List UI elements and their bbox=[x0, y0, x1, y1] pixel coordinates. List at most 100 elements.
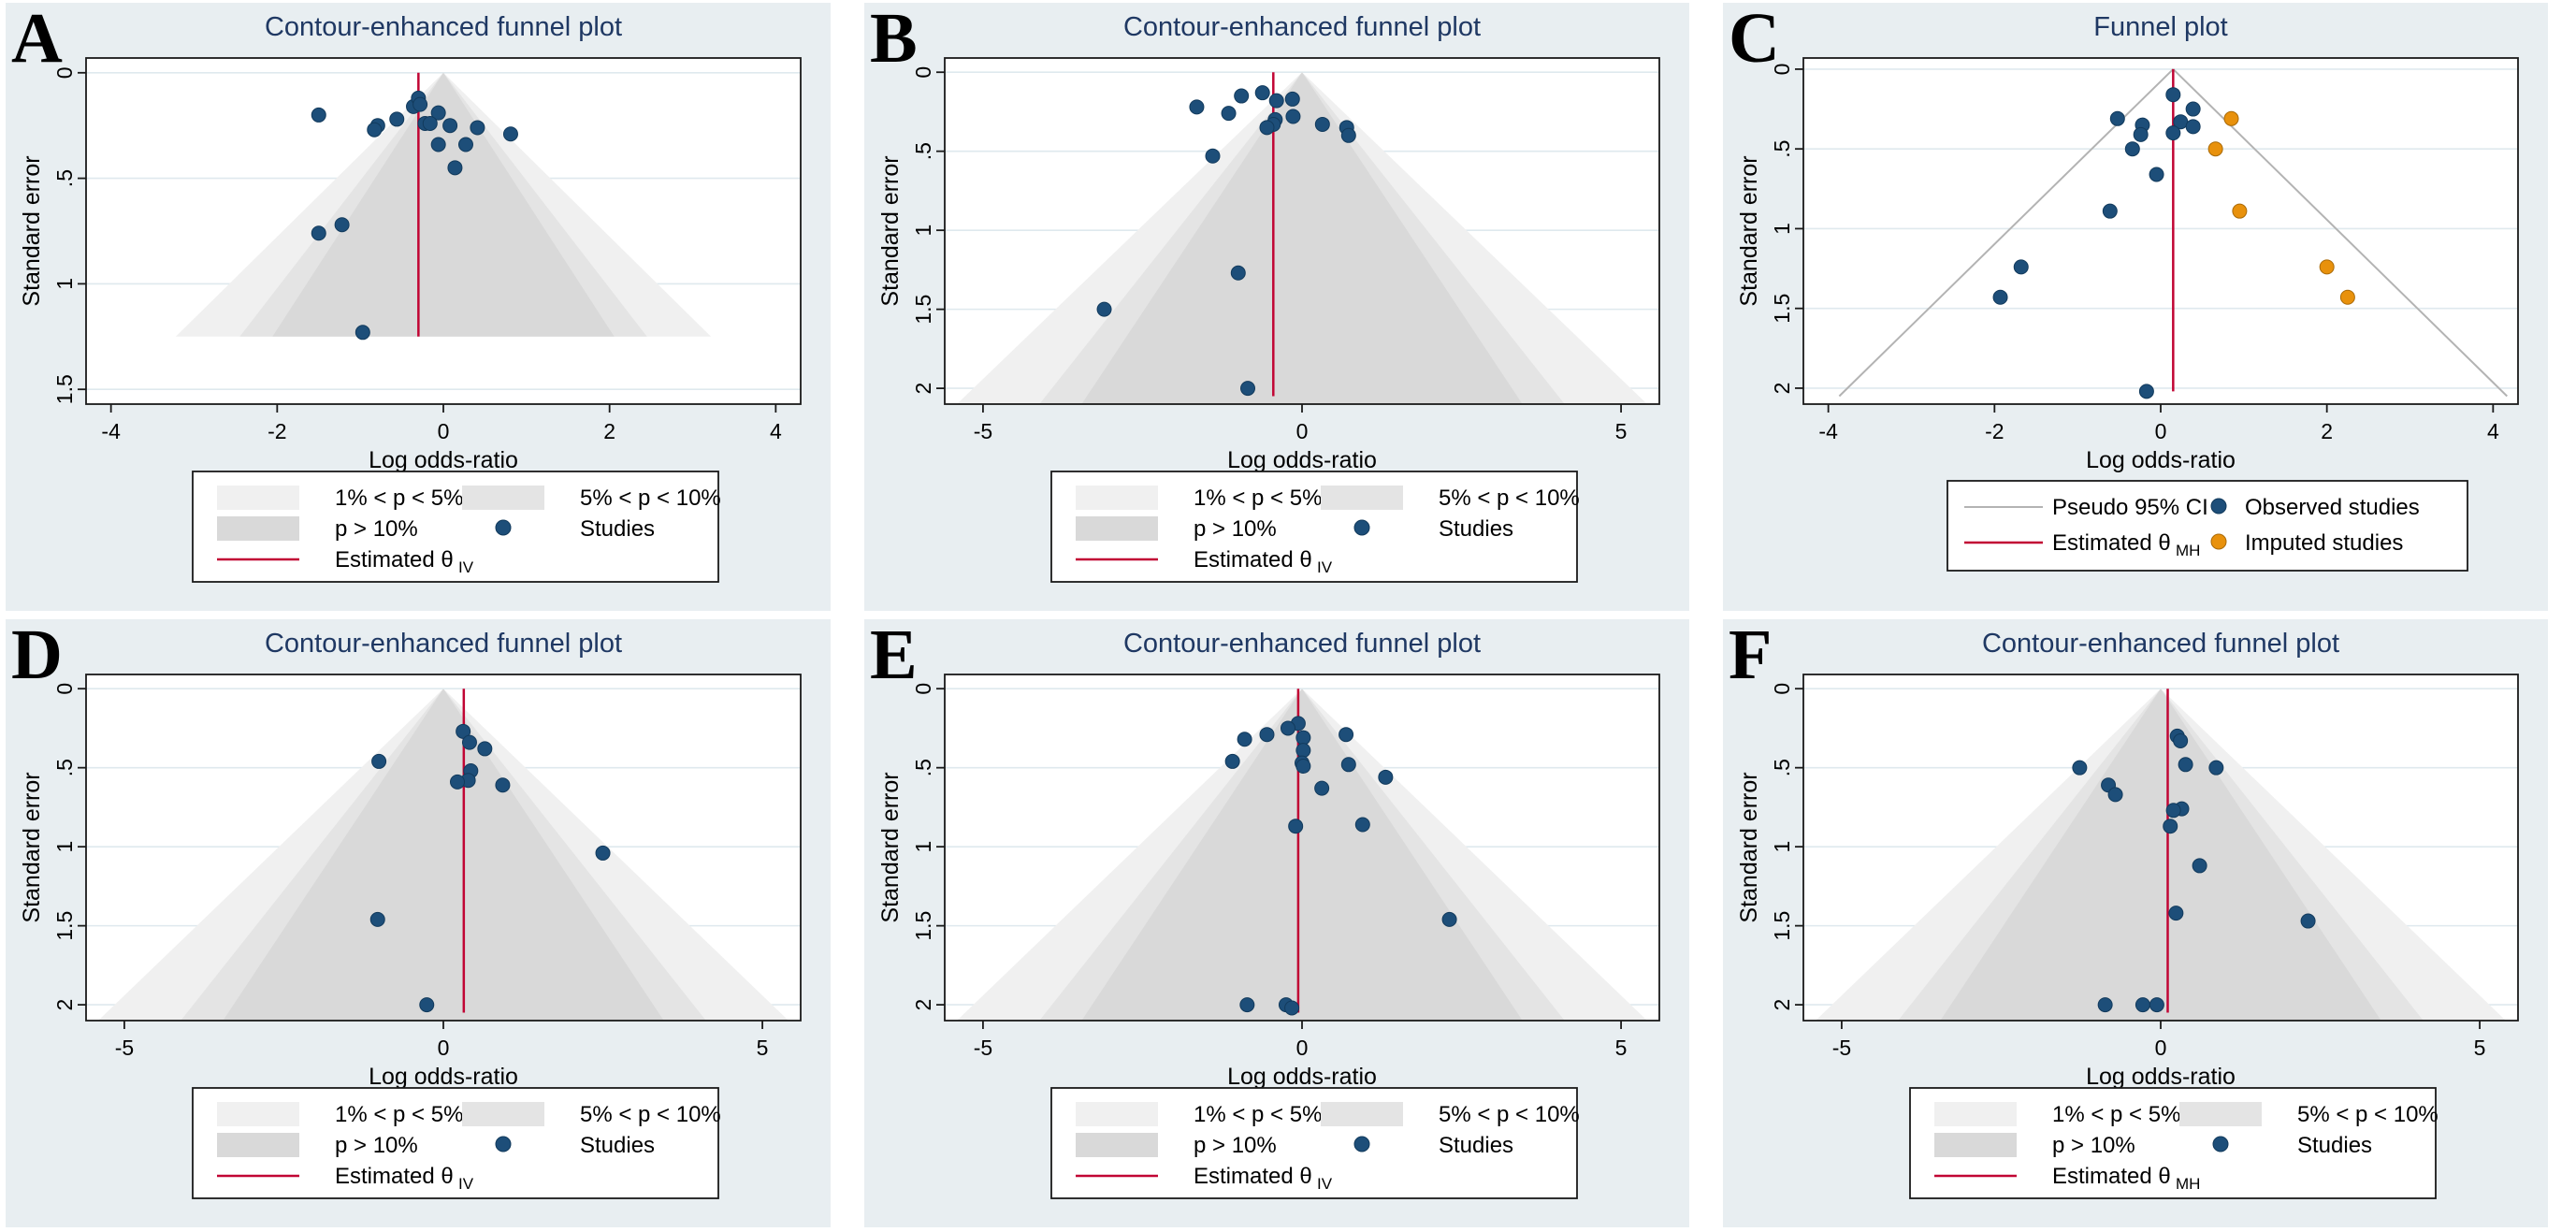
study-point bbox=[447, 160, 463, 176]
panel-e: -5 0 5 0 .5 1 1.5 2 Log odds-ratio Standard error… bbox=[859, 616, 1717, 1232]
study-point bbox=[1284, 1000, 1300, 1016]
funnel-plot-svg-f: -5 0 5 0 .5 1 1.5 2 Log odds-ratio Standard error… bbox=[1723, 616, 2548, 1227]
study-point bbox=[2168, 906, 2184, 921]
study-point bbox=[2178, 757, 2193, 773]
study-point bbox=[2133, 126, 2149, 142]
study-point bbox=[1230, 265, 1246, 281]
legend-study-dot-icon bbox=[1353, 519, 1370, 536]
study-point bbox=[2149, 167, 2164, 182]
study-point bbox=[450, 774, 466, 790]
x-tick-label: 5 bbox=[1615, 419, 1628, 443]
x-axis-title: Log odds-ratio bbox=[369, 447, 518, 473]
legend-label: Estimated θ bbox=[1194, 547, 1312, 573]
contour-region-p-gt-10pct bbox=[1081, 72, 1523, 404]
legend-study-dot-icon bbox=[1353, 1136, 1370, 1152]
y-tick-label: 1 bbox=[911, 225, 935, 237]
funnel-plot-svg-e: -5 0 5 0 .5 1 1.5 2 Log odds-ratio Standard error… bbox=[864, 616, 1689, 1227]
study-point bbox=[2165, 125, 2181, 141]
study-point bbox=[495, 777, 511, 793]
legend-study-dot-icon bbox=[2210, 498, 2227, 515]
study-point bbox=[2138, 384, 2154, 399]
imputed-study-point bbox=[2319, 259, 2335, 275]
legend-label: Estimated θ bbox=[335, 547, 454, 573]
x-tick-label: -2 bbox=[268, 419, 286, 443]
y-tick-label: 0 bbox=[911, 66, 935, 79]
panel-title: Contour-enhanced funnel plot bbox=[265, 12, 622, 42]
funnel-plot-svg-c: -4 -2 0 2 4 0 .5 1 1.5 2 Log odds-ratio Standard er… bbox=[1723, 0, 2548, 611]
study-point bbox=[412, 96, 428, 112]
x-tick-label: -4 bbox=[101, 419, 121, 443]
study-point bbox=[389, 111, 405, 127]
legend-label: Studies bbox=[580, 1133, 655, 1158]
study-point bbox=[1280, 720, 1295, 736]
x-tick-label: -2 bbox=[1985, 419, 2004, 443]
legend-study-dot-icon bbox=[495, 519, 512, 536]
study-point bbox=[369, 911, 385, 927]
study-point bbox=[355, 325, 370, 341]
legend-label-subscript: MH bbox=[2176, 1175, 2200, 1193]
x-tick-label: 2 bbox=[603, 419, 615, 443]
x-axis-title: Log odds-ratio bbox=[1227, 447, 1377, 473]
y-tick-label: 0 bbox=[1770, 64, 1794, 76]
study-point bbox=[2208, 760, 2224, 775]
plot-region bbox=[1803, 58, 2518, 404]
study-point bbox=[2013, 259, 2029, 275]
funnel-plot-svg-d: -5 0 5 0 .5 1 1.5 2 Log odds-ratio Standard error… bbox=[6, 616, 831, 1227]
y-tick-label: .5 bbox=[1770, 140, 1794, 158]
y-tick-label: 0 bbox=[1770, 683, 1794, 695]
legend-box bbox=[1946, 480, 2468, 572]
study-point bbox=[1314, 116, 1330, 132]
legend-swatch-contour-mid bbox=[462, 486, 544, 510]
legend-label: p > 10% bbox=[1194, 1133, 1277, 1158]
legend-label: Estimated θ bbox=[2052, 1164, 2171, 1189]
contour-region-p-gt-10pct bbox=[272, 72, 615, 337]
legend-swatch-contour-light bbox=[217, 486, 299, 510]
legend-swatch-contour-mid bbox=[462, 1102, 544, 1126]
imputed-study-point bbox=[2207, 141, 2223, 157]
y-tick-label: 1.5 bbox=[911, 295, 935, 325]
x-axis-title: Log odds-ratio bbox=[2086, 447, 2236, 473]
study-point bbox=[2173, 732, 2189, 748]
study-point bbox=[1224, 753, 1240, 769]
contour-region-p-gt-10pct bbox=[1081, 688, 1523, 1021]
study-point bbox=[2072, 760, 2088, 775]
x-tick-label: 5 bbox=[1615, 1036, 1628, 1060]
legend-label: Studies bbox=[580, 516, 655, 542]
panel-letter: A bbox=[11, 0, 63, 78]
study-point bbox=[2163, 819, 2178, 834]
y-tick-label: 1 bbox=[52, 841, 77, 853]
y-axis-title: Standard error bbox=[877, 772, 904, 922]
study-point bbox=[477, 741, 493, 757]
study-point bbox=[2165, 803, 2181, 819]
study-point bbox=[430, 137, 446, 152]
x-tick-label: -5 bbox=[974, 419, 992, 443]
legend-label: 1% < p < 5% bbox=[335, 1102, 463, 1127]
legend-label: Imputed studies bbox=[2245, 530, 2403, 556]
panel-b: -5 0 5 0 .5 1 1.5 2 Log odds-ratio Standard error… bbox=[859, 0, 1717, 616]
study-point bbox=[1259, 727, 1275, 743]
y-tick-label: .5 bbox=[911, 142, 935, 160]
study-point bbox=[2149, 997, 2164, 1013]
x-tick-label: 0 bbox=[2155, 1036, 2167, 1060]
y-tick-label: 2 bbox=[911, 383, 935, 395]
study-point bbox=[334, 217, 350, 233]
y-tick-label: 1 bbox=[911, 841, 935, 853]
legend-swatch-contour-light bbox=[1934, 1102, 2017, 1126]
legend-label: Studies bbox=[1439, 1133, 1513, 1158]
panel-letter: C bbox=[1729, 0, 1780, 78]
legend-label: 1% < p < 5% bbox=[1194, 486, 1322, 511]
legend-swatch-contour-light bbox=[1076, 486, 1158, 510]
x-tick-label: 5 bbox=[2474, 1036, 2486, 1060]
legend-label: 1% < p < 5% bbox=[335, 486, 463, 511]
study-point bbox=[1295, 743, 1311, 759]
study-point bbox=[2107, 787, 2123, 803]
legend-swatch-contour-light bbox=[217, 1102, 299, 1126]
study-point bbox=[470, 120, 485, 136]
legend-swatch-contour-light bbox=[1076, 1102, 1158, 1126]
legend-label: Studies bbox=[2297, 1133, 2372, 1158]
study-point bbox=[2300, 913, 2316, 929]
legend-swatch-contour-dark bbox=[217, 1133, 299, 1157]
x-axis-title: Log odds-ratio bbox=[2086, 1064, 2236, 1090]
x-tick-label: -5 bbox=[974, 1036, 992, 1060]
panel-letter: F bbox=[1729, 616, 1772, 694]
